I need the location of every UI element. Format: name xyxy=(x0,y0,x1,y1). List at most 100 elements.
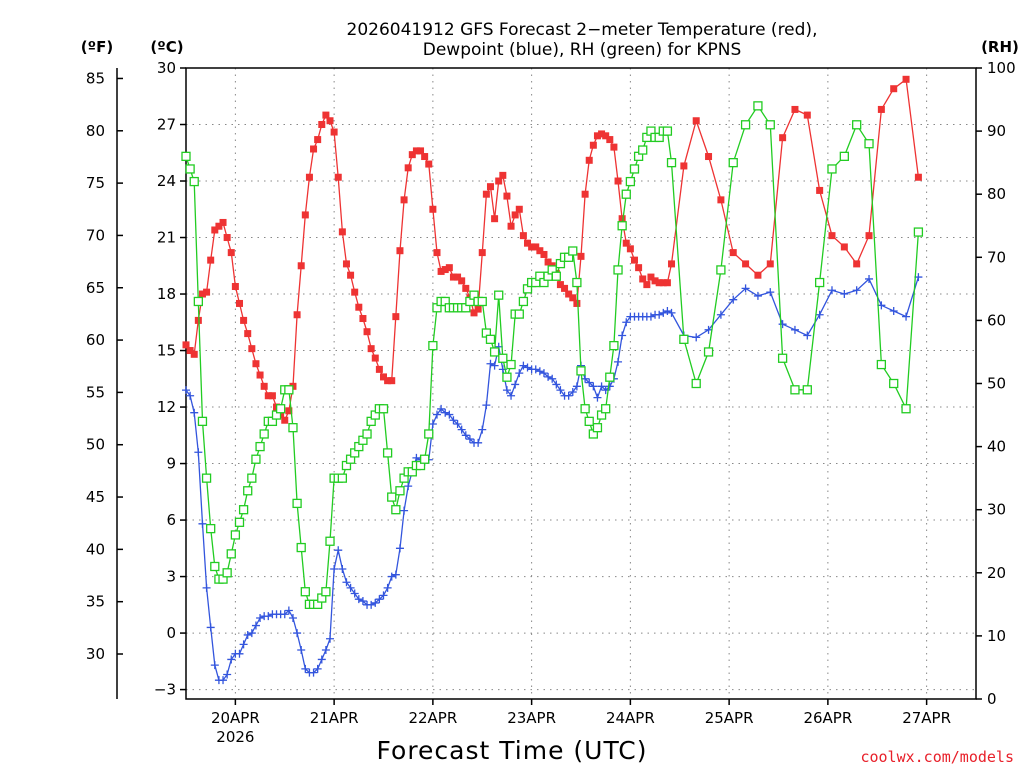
celsius-tick-label: 9 xyxy=(166,455,176,473)
temperature-point xyxy=(231,282,239,290)
rh-point xyxy=(230,530,241,540)
celsius-tick-label: 21 xyxy=(157,229,176,247)
temperature-point xyxy=(318,121,326,129)
rh-point xyxy=(428,340,438,351)
temperature-point xyxy=(643,281,651,289)
dewpoint-point xyxy=(227,655,236,664)
dewpoint-point xyxy=(432,410,441,419)
temperature-point xyxy=(322,111,330,119)
dewpoint-point xyxy=(605,382,614,391)
rh-point xyxy=(275,404,286,414)
rh-point xyxy=(703,347,714,357)
rh-point xyxy=(181,151,191,161)
dewpoint-point xyxy=(593,393,602,402)
rh-point xyxy=(201,473,212,483)
temperature-point xyxy=(729,249,737,257)
rh-point xyxy=(814,277,825,288)
temperature-point xyxy=(791,105,799,113)
x-tick-label: 25APR xyxy=(705,709,754,727)
dewpoint-point xyxy=(511,380,520,389)
dewpoint-point xyxy=(186,391,195,400)
rh-point xyxy=(716,265,726,275)
rh-tick-label: 70 xyxy=(987,248,1006,266)
rh-point xyxy=(325,536,335,546)
credit-text: coolwx.com/models xyxy=(860,748,1014,766)
rh-point xyxy=(189,176,199,187)
temperature-point xyxy=(240,316,248,324)
rh-point xyxy=(382,448,393,458)
temperature-point xyxy=(486,183,494,191)
temperature-point xyxy=(651,277,659,285)
celsius-tick-label: 24 xyxy=(157,172,176,190)
temperature-point xyxy=(668,260,676,268)
temperature-point xyxy=(198,290,206,298)
temperature-point xyxy=(491,215,499,223)
dewpoint-point xyxy=(646,312,655,321)
rh-tick-label: 90 xyxy=(987,122,1006,140)
rh-point xyxy=(498,353,508,363)
temperature-point xyxy=(581,190,589,198)
dewpoint-point xyxy=(428,419,437,428)
rh-point xyxy=(605,372,615,382)
temperature-point xyxy=(190,350,198,358)
dewpoint-point xyxy=(251,621,260,630)
temperature-point xyxy=(186,347,194,355)
temperature-point xyxy=(593,132,601,140)
rh-point xyxy=(913,227,924,237)
dewpoint-point xyxy=(618,331,627,340)
dewpoint-point xyxy=(210,661,219,670)
rh-point xyxy=(662,126,673,136)
dewpoint-point xyxy=(753,291,762,300)
fahrenheit-tick-label: 60 xyxy=(86,331,105,349)
rh-point xyxy=(337,473,348,483)
rh-point xyxy=(852,120,862,130)
dewpoint-point xyxy=(486,359,495,368)
dewpoint-point xyxy=(572,382,581,391)
rh-point xyxy=(827,164,837,174)
temperature-point xyxy=(207,256,215,264)
temperature-point xyxy=(355,303,363,311)
dewpoint-point xyxy=(194,448,203,457)
dewpoint-point xyxy=(568,387,577,396)
temperature-point xyxy=(585,156,593,164)
temperature-point xyxy=(425,160,433,168)
temperature-point xyxy=(474,305,482,313)
dewpoint-point xyxy=(865,274,874,283)
dewpoint-point xyxy=(453,419,462,428)
x-tick-year-label: 2026 xyxy=(216,728,254,746)
dewpoint-point xyxy=(663,306,672,315)
temperature-point xyxy=(622,239,630,247)
rh-point xyxy=(889,378,899,389)
temperature-point xyxy=(577,252,585,260)
dewpoint-point xyxy=(264,612,273,621)
x-tick-label: 24APR xyxy=(606,709,655,727)
rh-point xyxy=(601,404,611,414)
dewpoint-point xyxy=(539,369,548,378)
rh-point xyxy=(613,265,623,275)
dewpoint-point xyxy=(206,623,215,632)
temperature-point xyxy=(223,234,231,242)
temperature-point xyxy=(441,266,449,274)
celsius-tick-label: −3 xyxy=(154,681,176,699)
x-tick-label: 21APR xyxy=(310,709,359,727)
temperature-point xyxy=(914,173,922,181)
temperature-point xyxy=(495,177,503,185)
rh-point xyxy=(288,423,298,433)
temperature-point xyxy=(482,190,490,198)
rh-point xyxy=(210,561,220,572)
temperature-point xyxy=(680,162,688,170)
dewpoint-point xyxy=(383,583,392,592)
rh-point xyxy=(839,151,849,161)
celsius-tick-label: 18 xyxy=(157,285,176,303)
temperature-point xyxy=(203,288,211,296)
temperature-point xyxy=(375,365,383,373)
temperature-point xyxy=(647,273,655,281)
dewpoint-point xyxy=(449,416,458,425)
temperature-point xyxy=(877,105,885,113)
tick-labels: 302724211815129630−385807570656055504540… xyxy=(86,59,1016,746)
temperature-point xyxy=(754,271,762,279)
rh-point xyxy=(584,416,594,427)
temperature-point xyxy=(388,377,396,385)
rh-point xyxy=(572,277,582,288)
series-open-square xyxy=(181,101,924,609)
